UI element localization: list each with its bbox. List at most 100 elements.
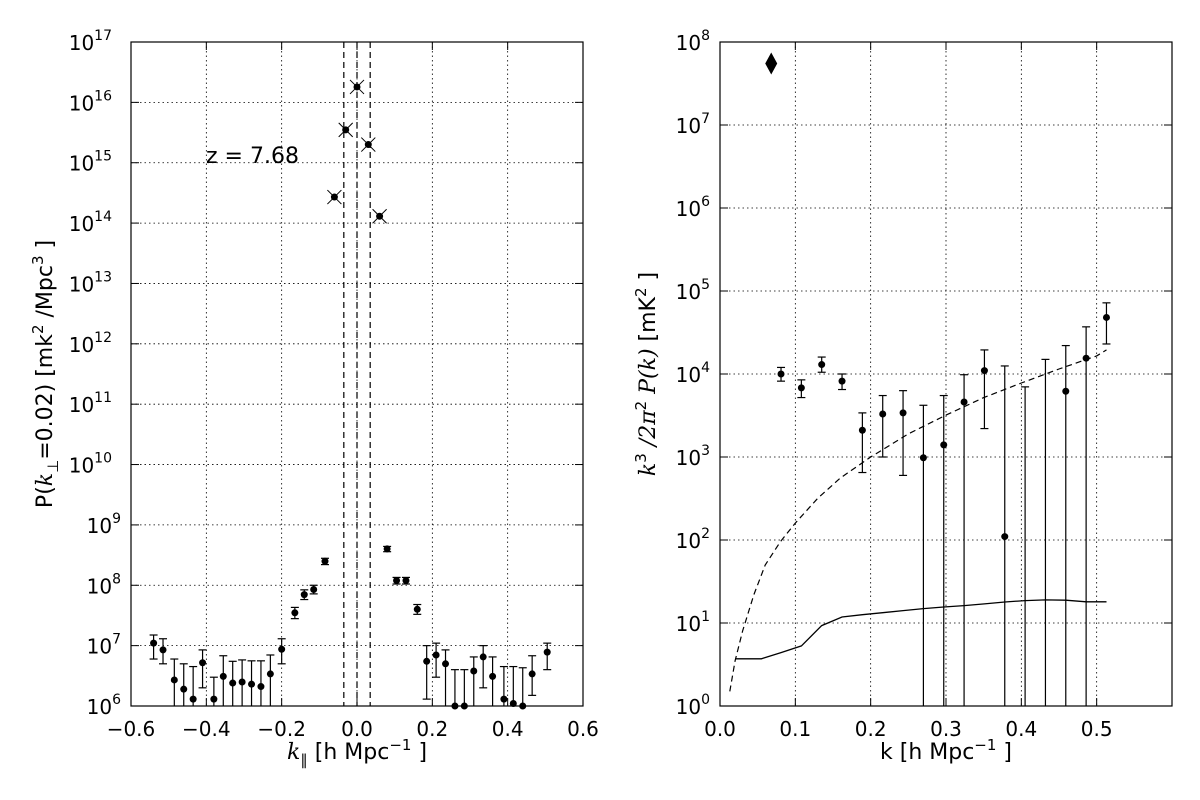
left-xlabel-sup: −1 xyxy=(389,736,411,754)
left-data-point xyxy=(423,657,431,665)
left-data-point xyxy=(150,639,158,647)
left-x-marker-point xyxy=(376,212,384,220)
left-ytick-label: 1011 xyxy=(69,390,112,417)
left-ytick-label: 108 xyxy=(87,571,121,598)
left-xtick-label: −0.6 xyxy=(107,717,156,741)
right-xlabel-sup: −1 xyxy=(974,736,996,754)
right-ytick-label: 106 xyxy=(676,194,710,221)
left-data-point xyxy=(170,676,178,684)
right-xlabel-end: ] xyxy=(996,740,1012,765)
left-points xyxy=(149,79,552,710)
left-data-point xyxy=(219,672,227,680)
right-yticks: 100 101 102 103 104 105 106 107 108 xyxy=(676,28,1172,719)
right-data-point xyxy=(1082,354,1090,362)
left-x-marker-point xyxy=(342,126,350,134)
right-data-point xyxy=(919,454,927,462)
right-ylabel-k: k xyxy=(636,463,661,476)
right-ylabel-unit-sup: 2 xyxy=(632,287,650,297)
right-points xyxy=(765,52,1111,706)
left-data-point xyxy=(479,653,487,661)
left-ytick-label: 1012 xyxy=(69,330,112,357)
left-data-point xyxy=(413,605,421,613)
left-data-point xyxy=(210,695,218,703)
left-xtick-label: −0.2 xyxy=(257,717,306,741)
right-grid xyxy=(720,42,1172,706)
left-data-point xyxy=(180,685,188,693)
left-data-point xyxy=(509,700,517,708)
right-ytick-label: 103 xyxy=(676,443,710,470)
left-data-point xyxy=(383,545,391,553)
left-x-marker-point xyxy=(364,141,372,149)
right-dashed-curve xyxy=(729,349,1107,692)
right-ytick-label: 100 xyxy=(676,692,710,719)
left-xtick-label: −0.4 xyxy=(182,717,231,741)
left-yticks: 106 107 108 109 1010 1011 1012 1013 1014 1015 1016… xyxy=(69,28,583,719)
right-data-point xyxy=(960,398,968,406)
right-ytick-label: 102 xyxy=(676,526,710,553)
left-data-point xyxy=(189,695,197,703)
right-data-point xyxy=(940,441,948,449)
right-ylabel-mid: /2π xyxy=(636,410,661,453)
left-data-point xyxy=(393,576,401,584)
right-data-point xyxy=(980,367,988,375)
left-ylabel-a: P( xyxy=(33,486,58,508)
left-x-axis-label: k∥ [h Mpc−1 ] xyxy=(287,736,427,769)
left-data-point xyxy=(159,646,167,654)
left-data-point xyxy=(442,660,450,668)
right-data-point xyxy=(1001,533,1009,541)
right-ytick-label: 104 xyxy=(676,360,710,387)
left-data-point xyxy=(266,670,274,678)
right-ytick-label: 105 xyxy=(676,277,710,304)
left-ylabel-d: ] xyxy=(33,240,58,256)
left-ylabel-sup1: 2 xyxy=(29,325,47,335)
left-data-point xyxy=(248,680,256,688)
left-vlines xyxy=(343,42,371,706)
left-xlabel-suffix: [h Mpc xyxy=(308,740,390,765)
left-ylabel-sub: ⊥ xyxy=(44,460,62,473)
right-data-point xyxy=(858,426,866,434)
right-ytick-label: 107 xyxy=(676,111,710,138)
left-ytick-label: 1013 xyxy=(69,269,112,296)
left-ytick-label: 1015 xyxy=(69,149,112,176)
right-ylabel-p: P(k) xyxy=(636,348,661,400)
left-ylabel-k: k xyxy=(33,473,58,486)
right-diamond-marker xyxy=(765,52,778,75)
left-xtick-label: 0.2 xyxy=(416,717,448,741)
left-ytick-label: 1016 xyxy=(69,88,112,115)
right-data-point xyxy=(899,409,907,417)
right-y-axis-label: k3 /2π2 P(k) [mK2 ] xyxy=(632,272,661,476)
left-data-point xyxy=(310,586,318,594)
right-data-point xyxy=(818,361,826,369)
left-ytick-label: 1017 xyxy=(69,28,112,55)
right-curves xyxy=(729,349,1107,692)
left-xtick-label: 0.4 xyxy=(492,717,524,741)
right-xlabel-main: k [h Mpc xyxy=(880,740,974,765)
right-data-point xyxy=(1062,387,1070,395)
left-ytick-label: 1010 xyxy=(69,451,112,478)
left-data-point xyxy=(291,609,299,617)
left-x-marker-point xyxy=(353,83,361,91)
left-data-point xyxy=(500,695,508,703)
left-xtick-label: 0.0 xyxy=(341,717,373,741)
left-ytick-label: 106 xyxy=(87,692,121,719)
left-data-point xyxy=(229,679,237,687)
right-data-point xyxy=(879,410,887,418)
left-x-marker-point xyxy=(330,193,338,201)
left-data-point xyxy=(321,557,329,565)
right-ylabel-sup2: 2 xyxy=(632,401,650,411)
right-panel: 0.0 0.1 0.2 0.3 0.4 0.5 100 101 102 103 104 105 106… xyxy=(632,28,1173,765)
right-xtick-label: 0.1 xyxy=(779,717,811,741)
left-ytick-label: 109 xyxy=(87,511,121,538)
left-xlabel-end: ] xyxy=(411,740,427,765)
right-solid-curve xyxy=(735,599,1107,660)
right-ylabel-end: ] xyxy=(636,272,661,288)
left-ylabel-sup2: 3 xyxy=(29,256,47,266)
right-data-point xyxy=(777,370,785,378)
right-data-point xyxy=(838,377,846,385)
right-x-axis-label: k [h Mpc−1 ] xyxy=(880,736,1012,765)
left-data-point xyxy=(432,651,440,659)
left-data-point xyxy=(257,683,265,691)
right-data-point xyxy=(1102,313,1110,321)
right-xtick-label: 0.5 xyxy=(1081,717,1113,741)
